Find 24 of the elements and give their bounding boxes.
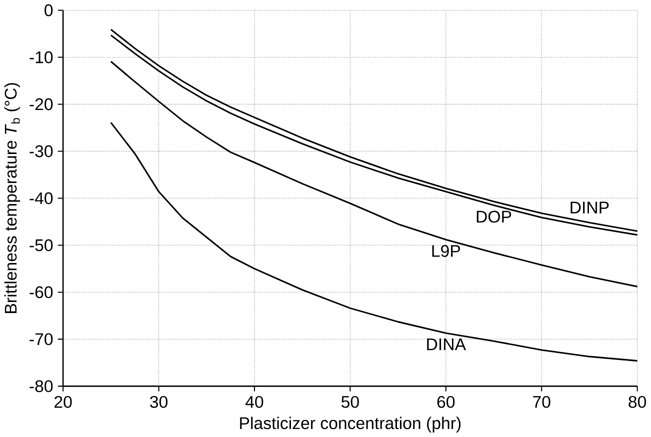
x-tick-label: 60 [437, 396, 455, 408]
x-tick-label: 20 [54, 396, 72, 408]
line-series [110, 60, 638, 288]
x-tick-label: 50 [341, 396, 359, 408]
x-tick-label: 80 [628, 396, 646, 408]
y-tick-label: -30 [30, 145, 53, 158]
y-tick-label: -50 [30, 239, 53, 252]
y-tick-label: -80 [30, 380, 53, 392]
y-tick-label: -20 [30, 98, 53, 110]
series-label: DINP [570, 202, 609, 214]
x-tick-label: 40 [245, 396, 264, 408]
y-tick-label: 0 [44, 4, 53, 16]
x-tick-label: 30 [150, 396, 168, 408]
y-axis-title: Brittleness temperature T$_{b}$ (°C) [4, 83, 20, 314]
y-tick-label: -40 [30, 192, 53, 204]
series-label: DOP [476, 210, 512, 223]
y-tick-label: -60 [30, 286, 53, 298]
line-series [110, 122, 638, 362]
series-label: DINA [427, 338, 466, 350]
y-tick-label: -70 [30, 333, 53, 346]
y-tick-label: -10 [30, 51, 53, 64]
x-tick-label: 70 [533, 396, 550, 408]
x-axis-title: Plasticizer concentration (phr) [240, 416, 461, 433]
series-label: L9P [432, 245, 460, 258]
